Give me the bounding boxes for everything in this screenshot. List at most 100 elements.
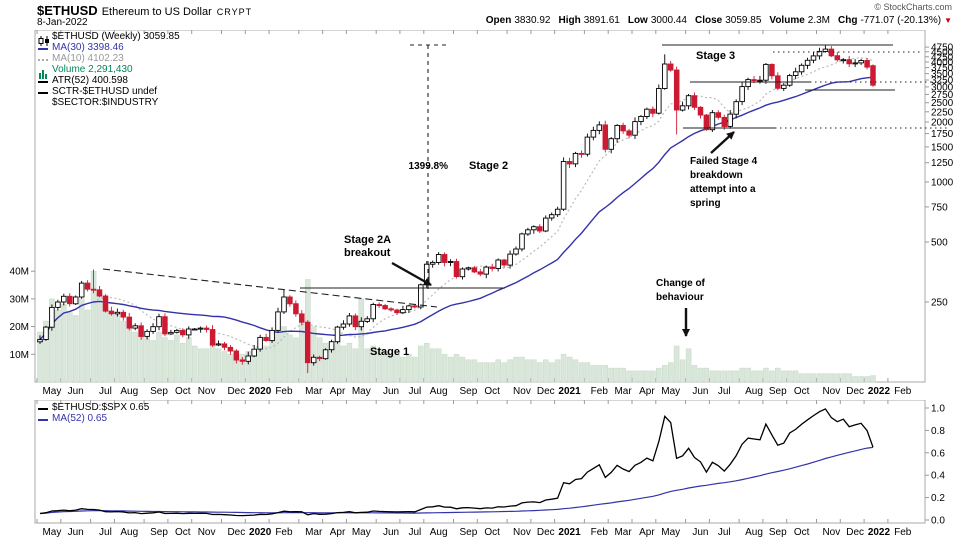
chart-date: 8-Jan-2022	[37, 17, 88, 28]
legend-ma52: MA(52) 0.65	[52, 413, 108, 424]
svg-text:Oct: Oct	[794, 527, 810, 538]
svg-text:1.0: 1.0	[931, 404, 945, 415]
svg-text:Jul: Jul	[408, 386, 421, 397]
svg-text:Aug: Aug	[120, 527, 138, 538]
svg-text:2020: 2020	[249, 386, 272, 397]
svg-text:0.8: 0.8	[931, 426, 945, 437]
svg-text:3250: 3250	[931, 75, 954, 86]
svg-text:Aug: Aug	[430, 386, 448, 397]
svg-text:Oct: Oct	[484, 527, 500, 538]
svg-text:Nov: Nov	[198, 527, 216, 538]
svg-text:Nov: Nov	[513, 386, 531, 397]
ratio-axis: 1.0 0.8 0.6 0.4 0.2 0.0	[925, 404, 945, 527]
chart-header: $ETHUSD Ethereum to US Dollar CRYPT	[37, 3, 252, 18]
svg-text:Apr: Apr	[639, 386, 655, 397]
volume-value: 2.3M	[807, 15, 831, 26]
svg-text:Sep: Sep	[769, 386, 787, 397]
legend-sector-industry: $SECTOR:$INDUSTRY	[52, 97, 159, 108]
ticker-exchange: CRYPT	[216, 7, 253, 17]
svg-text:0.0: 0.0	[931, 516, 945, 527]
svg-text:Mar: Mar	[614, 386, 632, 397]
main-price-chart: 4750450042504000375035003250300027502500…	[10, 30, 954, 397]
close-label: Close	[695, 15, 723, 26]
svg-text:Sep: Sep	[150, 527, 168, 538]
svg-text:May: May	[661, 386, 680, 397]
svg-text:Nov: Nov	[198, 386, 216, 397]
svg-text:4750: 4750	[931, 43, 954, 54]
svg-text:Dec: Dec	[846, 386, 864, 397]
close-value: 3059.85	[725, 15, 762, 26]
chg-label: Chg	[838, 15, 858, 26]
svg-text:Mar: Mar	[614, 527, 632, 538]
svg-text:Mar: Mar	[305, 527, 323, 538]
ma52-line	[39, 446, 874, 515]
svg-text:Aug: Aug	[430, 527, 448, 538]
svg-text:0.4: 0.4	[931, 471, 945, 482]
svg-text:500: 500	[931, 238, 948, 249]
legend-volume: Volume 2,291,430	[52, 64, 133, 75]
svg-text:Nov: Nov	[822, 386, 840, 397]
svg-text:Sep: Sep	[769, 527, 787, 538]
svg-text:Aug: Aug	[745, 527, 763, 538]
svg-text:3750: 3750	[931, 63, 954, 74]
svg-text:Dec: Dec	[846, 527, 864, 538]
svg-text:250: 250	[931, 298, 948, 309]
legend-atr: ATR(52) 400.598	[52, 75, 128, 86]
svg-text:4500: 4500	[931, 47, 954, 58]
svg-text:Dec: Dec	[227, 386, 245, 397]
legend-symbol: $ETHUSD (Weekly) 3059.85	[52, 31, 180, 42]
svg-text:2021: 2021	[558, 386, 581, 397]
svg-text:4000: 4000	[931, 58, 954, 69]
svg-text:0.2: 0.2	[931, 493, 945, 504]
open-label: Open	[485, 15, 512, 26]
svg-text:Jun: Jun	[383, 386, 399, 397]
svg-text:2250: 2250	[931, 107, 954, 118]
svg-text:Apr: Apr	[639, 527, 655, 538]
month-labels-ratio: May Jun Jul Aug Sep Oct Nov Dec 2020 Feb Mar Apr May…	[42, 527, 911, 538]
svg-text:Jul: Jul	[99, 527, 112, 538]
svg-text:Dec: Dec	[537, 386, 555, 397]
svg-text:2500: 2500	[931, 98, 954, 109]
svg-text:Jul: Jul	[408, 527, 421, 538]
ratio-chart-legend: $ETHUSD:$SPX 0.65 MA(52) 0.65	[38, 402, 149, 424]
low-value: 3000.44	[650, 15, 687, 26]
svg-text:Feb: Feb	[591, 386, 609, 397]
svg-text:Oct: Oct	[175, 386, 191, 397]
change-down-triangle-icon: ▼	[944, 16, 952, 25]
svg-text:Sep: Sep	[460, 386, 478, 397]
svg-text:Nov: Nov	[513, 527, 531, 538]
svg-text:May: May	[42, 386, 61, 397]
svg-text:2750: 2750	[931, 90, 954, 101]
svg-text:Jul: Jul	[718, 527, 731, 538]
svg-text:1500: 1500	[931, 142, 954, 153]
svg-text:20M: 20M	[10, 322, 29, 333]
month-labels-main: May Jun Jul Aug Sep Oct Nov Dec 2020 Feb Mar Apr May…	[42, 386, 911, 397]
svg-text:3500: 3500	[931, 69, 954, 80]
svg-text:0.6: 0.6	[931, 448, 945, 459]
svg-text:10M: 10M	[10, 350, 29, 361]
high-label: High	[558, 15, 581, 26]
svg-text:Sep: Sep	[150, 386, 168, 397]
svg-text:Jul: Jul	[718, 386, 731, 397]
svg-text:Aug: Aug	[120, 386, 138, 397]
open-value: 3830.92	[514, 15, 551, 26]
annotation-arrows	[391, 131, 735, 337]
svg-text:Feb: Feb	[275, 527, 293, 538]
svg-text:2022: 2022	[868, 386, 891, 397]
svg-text:1250: 1250	[931, 158, 954, 169]
svg-text:Nov: Nov	[822, 527, 840, 538]
svg-text:2020: 2020	[249, 527, 272, 538]
svg-text:2021: 2021	[558, 527, 581, 538]
candles	[37, 45, 876, 374]
svg-text:3000: 3000	[931, 82, 954, 93]
svg-text:2022: 2022	[868, 527, 891, 538]
svg-text:30M: 30M	[10, 294, 29, 305]
svg-text:1000: 1000	[931, 178, 954, 189]
legend-ma10: MA(10) 4102.23	[52, 53, 124, 64]
chg-value: -771.07 (-20.13%)	[860, 15, 942, 26]
svg-text:Oct: Oct	[484, 386, 500, 397]
svg-text:Jun: Jun	[68, 386, 84, 397]
svg-text:Feb: Feb	[591, 527, 609, 538]
svg-text:May: May	[661, 527, 680, 538]
svg-text:Feb: Feb	[894, 527, 912, 538]
